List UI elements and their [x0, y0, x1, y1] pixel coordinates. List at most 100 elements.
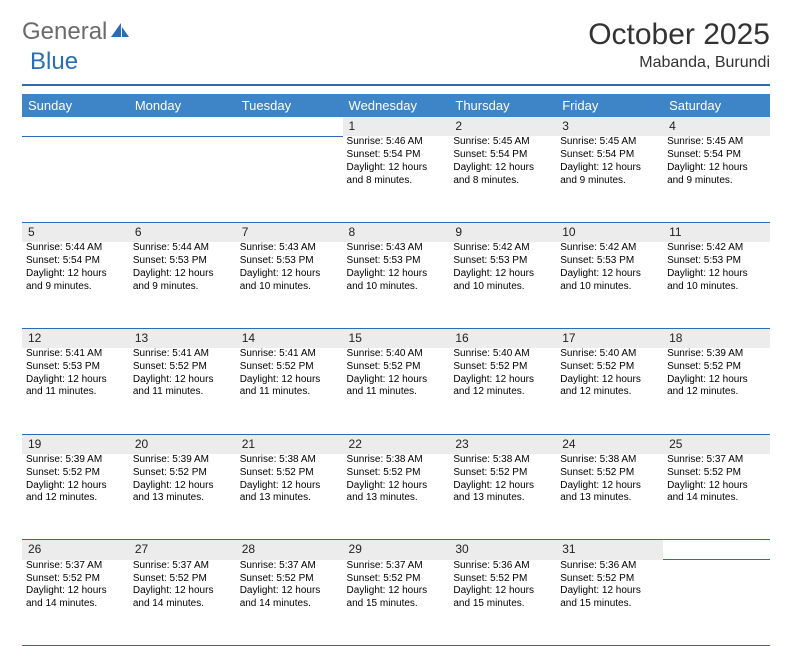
- day-detail-cell: Sunrise: 5:44 AMSunset: 5:53 PMDaylight:…: [129, 242, 236, 328]
- daylight-text: Daylight: 12 hours and 12 minutes.: [667, 374, 766, 400]
- day-detail-cell: Sunrise: 5:41 AMSunset: 5:53 PMDaylight:…: [22, 348, 129, 434]
- sunrise-text: Sunrise: 5:42 AM: [453, 242, 552, 255]
- daylight-text: Daylight: 12 hours and 15 minutes.: [453, 585, 552, 611]
- day-number-row: 567891011: [22, 222, 770, 242]
- day-detail-cell: Sunrise: 5:38 AMSunset: 5:52 PMDaylight:…: [343, 454, 450, 540]
- sunrise-text: Sunrise: 5:43 AM: [347, 242, 446, 255]
- sunset-text: Sunset: 5:52 PM: [240, 467, 339, 480]
- weekday-header: Saturday: [663, 94, 770, 117]
- weekday-header: Monday: [129, 94, 236, 117]
- weekday-header: Wednesday: [343, 94, 450, 117]
- sunrise-text: Sunrise: 5:37 AM: [133, 560, 232, 573]
- sunset-text: Sunset: 5:52 PM: [26, 573, 125, 586]
- day-number-cell: 9: [449, 222, 556, 242]
- day-number-cell: 22: [343, 434, 450, 454]
- day-number-row: 19202122232425: [22, 434, 770, 454]
- sunset-text: Sunset: 5:52 PM: [667, 361, 766, 374]
- sunrise-text: Sunrise: 5:37 AM: [667, 454, 766, 467]
- daylight-text: Daylight: 12 hours and 9 minutes.: [560, 162, 659, 188]
- day-detail-cell: Sunrise: 5:41 AMSunset: 5:52 PMDaylight:…: [129, 348, 236, 434]
- sunrise-text: Sunrise: 5:42 AM: [667, 242, 766, 255]
- day-number-cell: 30: [449, 540, 556, 560]
- day-number-cell: 7: [236, 222, 343, 242]
- day-detail-cell: [236, 136, 343, 222]
- daylight-text: Daylight: 12 hours and 9 minutes.: [667, 162, 766, 188]
- day-number-cell: [129, 117, 236, 136]
- sunrise-text: Sunrise: 5:36 AM: [453, 560, 552, 573]
- day-number-cell: 21: [236, 434, 343, 454]
- sunset-text: Sunset: 5:53 PM: [240, 255, 339, 268]
- day-number-cell: 3: [556, 117, 663, 136]
- day-number-row: 12131415161718: [22, 328, 770, 348]
- daylight-text: Daylight: 12 hours and 13 minutes.: [453, 480, 552, 506]
- day-detail-cell: Sunrise: 5:36 AMSunset: 5:52 PMDaylight:…: [449, 560, 556, 646]
- daylight-text: Daylight: 12 hours and 14 minutes.: [240, 585, 339, 611]
- sunrise-text: Sunrise: 5:40 AM: [453, 348, 552, 361]
- day-detail-cell: Sunrise: 5:42 AMSunset: 5:53 PMDaylight:…: [449, 242, 556, 328]
- sunrise-text: Sunrise: 5:37 AM: [347, 560, 446, 573]
- sunset-text: Sunset: 5:53 PM: [26, 361, 125, 374]
- daylight-text: Daylight: 12 hours and 10 minutes.: [347, 268, 446, 294]
- day-detail-cell: Sunrise: 5:37 AMSunset: 5:52 PMDaylight:…: [663, 454, 770, 540]
- day-detail-cell: Sunrise: 5:39 AMSunset: 5:52 PMDaylight:…: [663, 348, 770, 434]
- day-number-cell: 24: [556, 434, 663, 454]
- sunset-text: Sunset: 5:52 PM: [133, 467, 232, 480]
- weekday-header: Thursday: [449, 94, 556, 117]
- day-number-cell: 26: [22, 540, 129, 560]
- day-detail-row: Sunrise: 5:39 AMSunset: 5:52 PMDaylight:…: [22, 454, 770, 540]
- sunset-text: Sunset: 5:52 PM: [560, 573, 659, 586]
- day-number-cell: 18: [663, 328, 770, 348]
- day-detail-cell: Sunrise: 5:41 AMSunset: 5:52 PMDaylight:…: [236, 348, 343, 434]
- daylight-text: Daylight: 12 hours and 8 minutes.: [347, 162, 446, 188]
- sunset-text: Sunset: 5:52 PM: [453, 467, 552, 480]
- day-detail-row: Sunrise: 5:41 AM Sunset: 5:53 PM Daylight:…: [22, 348, 770, 434]
- day-detail-cell: Sunrise: 5:37 AMSunset: 5:52 PMDaylight:…: [129, 560, 236, 646]
- sunrise-text: Sunrise: 5:37 AM: [26, 560, 125, 573]
- sunset-text: Sunset: 5:52 PM: [453, 361, 552, 374]
- day-detail-cell: Sunrise: 5:42 AMSunset: 5:53 PMDaylight:…: [556, 242, 663, 328]
- sunrise-text: Sunrise: 5:45 AM: [453, 136, 552, 149]
- day-number-cell: 29: [343, 540, 450, 560]
- sunset-text: Sunset: 5:54 PM: [347, 149, 446, 162]
- day-detail-cell: [663, 560, 770, 646]
- day-number-cell: [663, 540, 770, 560]
- sunrise-text: Sunrise: 5:41 AM: [240, 348, 339, 361]
- sunset-text: Sunset: 5:54 PM: [667, 149, 766, 162]
- day-number-cell: 13: [129, 328, 236, 348]
- sunrise-text: Sunrise: 5:43 AM: [240, 242, 339, 255]
- sunset-text: Sunset: 5:52 PM: [240, 573, 339, 586]
- sunrise-text: Sunrise: 5:38 AM: [453, 454, 552, 467]
- sunrise-text: Sunrise: 5:44 AM: [26, 242, 125, 255]
- day-number-cell: 12: [22, 328, 129, 348]
- day-number-cell: 11: [663, 222, 770, 242]
- header-divider: [22, 84, 770, 86]
- day-detail-cell: Sunrise: 5:45 AMSunset: 5:54 PMDaylight:…: [449, 136, 556, 222]
- day-detail-row: Sunrise: 5:37 AMSunset: 5:52 PMDaylight:…: [22, 560, 770, 646]
- daylight-text: Daylight: 12 hours and 15 minutes.: [560, 585, 659, 611]
- daylight-text: Daylight: 12 hours and 11 minutes.: [240, 374, 339, 400]
- daylight-text: Daylight: 12 hours and 11 minutes.: [347, 374, 446, 400]
- sunset-text: Sunset: 5:52 PM: [240, 361, 339, 374]
- day-detail-cell: Sunrise: 5:38 AMSunset: 5:52 PMDaylight:…: [556, 454, 663, 540]
- daylight-text: Daylight: 12 hours and 14 minutes.: [26, 585, 125, 611]
- sunrise-text: Sunrise: 5:41 AM: [133, 348, 232, 361]
- daylight-text: Daylight: 12 hours and 13 minutes.: [240, 480, 339, 506]
- sunrise-text: Sunrise: 5:42 AM: [560, 242, 659, 255]
- weekday-header: Sunday: [22, 94, 129, 117]
- day-number-cell: 28: [236, 540, 343, 560]
- sunset-text: Sunset: 5:52 PM: [133, 573, 232, 586]
- sunset-text: Sunset: 5:53 PM: [560, 255, 659, 268]
- day-detail-cell: [22, 136, 129, 222]
- day-detail-cell: Sunrise: 5:45 AMSunset: 5:54 PMDaylight:…: [663, 136, 770, 222]
- day-detail-row: Sunrise: 5:46 AMSunset: 5:54 PMDaylight:…: [22, 136, 770, 222]
- page-title: October 2025: [588, 18, 770, 52]
- day-detail-cell: Sunrise: 5:38 AMSunset: 5:52 PMDaylight:…: [236, 454, 343, 540]
- day-detail-row: Sunrise: 5:44 AMSunset: 5:54 PMDaylight:…: [22, 242, 770, 328]
- sunset-text: Sunset: 5:52 PM: [560, 467, 659, 480]
- day-number-cell: 4: [663, 117, 770, 136]
- day-number-cell: 25: [663, 434, 770, 454]
- sunrise-text: Sunrise: 5:38 AM: [347, 454, 446, 467]
- day-number-cell: 14: [236, 328, 343, 348]
- day-number-cell: 8: [343, 222, 450, 242]
- calendar-table: Sunday Monday Tuesday Wednesday Thursday…: [22, 94, 770, 646]
